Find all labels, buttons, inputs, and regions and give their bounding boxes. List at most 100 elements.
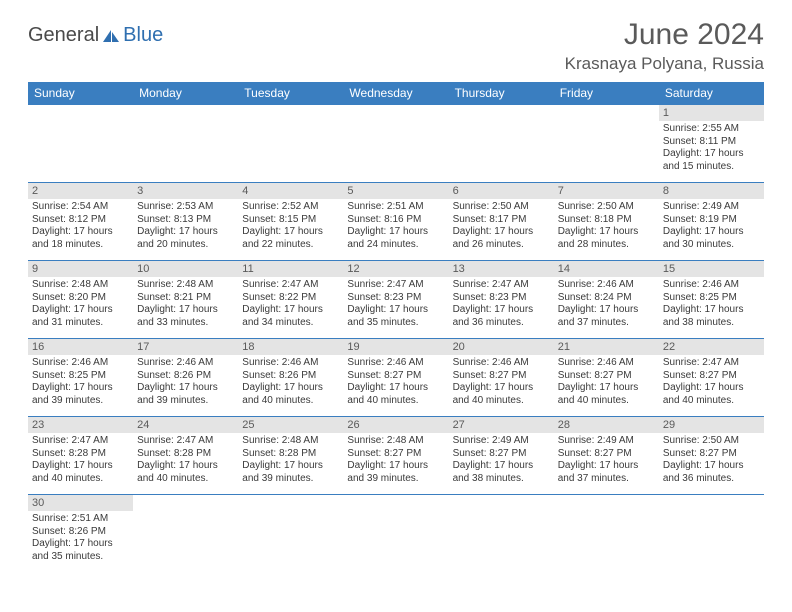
day-number: 29 [659,417,764,433]
daylight-text: and 38 minutes. [663,317,760,330]
day-body: Sunrise: 2:50 AMSunset: 8:18 PMDaylight:… [554,199,659,253]
daylight-text: and 39 minutes. [32,395,129,408]
sunset-text: Sunset: 8:16 PM [347,214,444,227]
calendar-day-cell: 19Sunrise: 2:46 AMSunset: 8:27 PMDayligh… [343,339,448,417]
sunrise-text: Sunrise: 2:48 AM [242,435,339,448]
day-body: Sunrise: 2:55 AMSunset: 8:11 PMDaylight:… [659,121,764,175]
day-number: 1 [659,105,764,121]
day-number: 18 [238,339,343,355]
day-body: Sunrise: 2:51 AMSunset: 8:26 PMDaylight:… [28,511,133,565]
day-number: 14 [554,261,659,277]
sunrise-text: Sunrise: 2:50 AM [453,201,550,214]
daylight-text: and 40 minutes. [242,395,339,408]
month-title: June 2024 [565,18,764,52]
day-body: Sunrise: 2:49 AMSunset: 8:27 PMDaylight:… [449,433,554,487]
weekday-header: Saturday [659,82,764,105]
day-body: Sunrise: 2:47 AMSunset: 8:23 PMDaylight:… [343,277,448,331]
day-body: Sunrise: 2:50 AMSunset: 8:17 PMDaylight:… [449,199,554,253]
sunrise-text: Sunrise: 2:55 AM [663,123,760,136]
sunset-text: Sunset: 8:27 PM [558,370,655,383]
calendar-day-cell: 17Sunrise: 2:46 AMSunset: 8:26 PMDayligh… [133,339,238,417]
day-number: 19 [343,339,448,355]
day-number: 25 [238,417,343,433]
daylight-text: and 40 minutes. [453,395,550,408]
sunset-text: Sunset: 8:28 PM [242,448,339,461]
day-number: 10 [133,261,238,277]
sunrise-text: Sunrise: 2:51 AM [32,513,129,526]
weekday-header: Tuesday [238,82,343,105]
sunset-text: Sunset: 8:18 PM [558,214,655,227]
calendar-day-cell: 28Sunrise: 2:49 AMSunset: 8:27 PMDayligh… [554,417,659,495]
calendar-day-cell [133,495,238,573]
calendar-week-row: 1Sunrise: 2:55 AMSunset: 8:11 PMDaylight… [28,105,764,183]
daylight-text: and 28 minutes. [558,239,655,252]
sunset-text: Sunset: 8:27 PM [453,370,550,383]
day-body: Sunrise: 2:48 AMSunset: 8:28 PMDaylight:… [238,433,343,487]
daylight-text: Daylight: 17 hours [558,304,655,317]
sunset-text: Sunset: 8:15 PM [242,214,339,227]
calendar-day-cell [659,495,764,573]
daylight-text: Daylight: 17 hours [137,304,234,317]
daylight-text: and 30 minutes. [663,239,760,252]
sunset-text: Sunset: 8:26 PM [32,526,129,539]
daylight-text: Daylight: 17 hours [558,226,655,239]
daylight-text: and 39 minutes. [242,473,339,486]
calendar-week-row: 30Sunrise: 2:51 AMSunset: 8:26 PMDayligh… [28,495,764,573]
day-body: Sunrise: 2:46 AMSunset: 8:27 PMDaylight:… [449,355,554,409]
sunrise-text: Sunrise: 2:50 AM [663,435,760,448]
sunrise-text: Sunrise: 2:46 AM [347,357,444,370]
calendar-day-cell [238,495,343,573]
daylight-text: and 18 minutes. [32,239,129,252]
calendar-day-cell: 23Sunrise: 2:47 AMSunset: 8:28 PMDayligh… [28,417,133,495]
sunrise-text: Sunrise: 2:46 AM [32,357,129,370]
sunrise-text: Sunrise: 2:49 AM [453,435,550,448]
daylight-text: and 34 minutes. [242,317,339,330]
sunrise-text: Sunrise: 2:46 AM [558,279,655,292]
daylight-text: Daylight: 17 hours [453,460,550,473]
calendar-week-row: 9Sunrise: 2:48 AMSunset: 8:20 PMDaylight… [28,261,764,339]
day-number: 2 [28,183,133,199]
day-number: 7 [554,183,659,199]
calendar-day-cell [449,105,554,183]
sunrise-text: Sunrise: 2:47 AM [242,279,339,292]
daylight-text: Daylight: 17 hours [32,226,129,239]
calendar-header-row: SundayMondayTuesdayWednesdayThursdayFrid… [28,82,764,105]
day-body: Sunrise: 2:54 AMSunset: 8:12 PMDaylight:… [28,199,133,253]
sunset-text: Sunset: 8:28 PM [137,448,234,461]
sunrise-text: Sunrise: 2:53 AM [137,201,234,214]
day-number: 24 [133,417,238,433]
daylight-text: Daylight: 17 hours [137,382,234,395]
daylight-text: and 40 minutes. [32,473,129,486]
day-number: 4 [238,183,343,199]
calendar-day-cell: 2Sunrise: 2:54 AMSunset: 8:12 PMDaylight… [28,183,133,261]
calendar-day-cell: 21Sunrise: 2:46 AMSunset: 8:27 PMDayligh… [554,339,659,417]
calendar-day-cell: 20Sunrise: 2:46 AMSunset: 8:27 PMDayligh… [449,339,554,417]
daylight-text: and 36 minutes. [663,473,760,486]
calendar-day-cell: 29Sunrise: 2:50 AMSunset: 8:27 PMDayligh… [659,417,764,495]
sunrise-text: Sunrise: 2:47 AM [32,435,129,448]
daylight-text: and 15 minutes. [663,161,760,174]
daylight-text: Daylight: 17 hours [663,382,760,395]
calendar-day-cell: 6Sunrise: 2:50 AMSunset: 8:17 PMDaylight… [449,183,554,261]
sunset-text: Sunset: 8:12 PM [32,214,129,227]
day-number: 13 [449,261,554,277]
day-body: Sunrise: 2:46 AMSunset: 8:25 PMDaylight:… [28,355,133,409]
sunset-text: Sunset: 8:27 PM [347,448,444,461]
day-body: Sunrise: 2:46 AMSunset: 8:27 PMDaylight:… [554,355,659,409]
day-body: Sunrise: 2:47 AMSunset: 8:27 PMDaylight:… [659,355,764,409]
calendar-week-row: 16Sunrise: 2:46 AMSunset: 8:25 PMDayligh… [28,339,764,417]
day-body: Sunrise: 2:50 AMSunset: 8:27 PMDaylight:… [659,433,764,487]
daylight-text: Daylight: 17 hours [663,304,760,317]
calendar-week-row: 23Sunrise: 2:47 AMSunset: 8:28 PMDayligh… [28,417,764,495]
daylight-text: and 26 minutes. [453,239,550,252]
daylight-text: and 36 minutes. [453,317,550,330]
day-number: 21 [554,339,659,355]
calendar-day-cell [554,495,659,573]
sunrise-text: Sunrise: 2:48 AM [347,435,444,448]
calendar-day-cell: 18Sunrise: 2:46 AMSunset: 8:26 PMDayligh… [238,339,343,417]
sunset-text: Sunset: 8:27 PM [347,370,444,383]
daylight-text: and 35 minutes. [32,551,129,564]
daylight-text: Daylight: 17 hours [453,304,550,317]
daylight-text: and 33 minutes. [137,317,234,330]
calendar-week-row: 2Sunrise: 2:54 AMSunset: 8:12 PMDaylight… [28,183,764,261]
